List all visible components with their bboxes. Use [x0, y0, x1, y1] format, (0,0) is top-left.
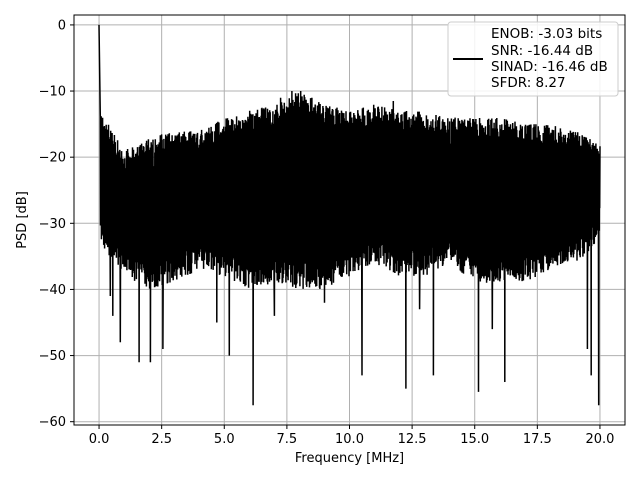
x-axis-ticks: 0.0 2.5 5.0 7.5 10.0 12.5 15.0 17.5 20.0: [89, 425, 614, 447]
y-axis-title: PSD [dB]: [15, 191, 30, 249]
legend: ENOB: -3.03 bits SNR: -16.44 dB SINAD: -…: [447, 21, 619, 97]
y-tick-label: −10: [39, 85, 66, 100]
x-tick-label: 15.0: [460, 432, 489, 447]
legend-entry-sinad: SINAD: -16.46 dB: [491, 59, 608, 75]
y-tick-label: 0: [58, 18, 66, 33]
y-tick-label: −50: [39, 349, 66, 364]
x-axis-title: Frequency [MHz]: [295, 451, 404, 466]
y-tick-label: −40: [39, 283, 66, 298]
legend-entry-sfdr: SFDR: 8.27: [491, 75, 566, 91]
x-tick-label: 12.5: [398, 432, 427, 447]
legend-entry-snr: SNR: -16.44 dB: [491, 43, 593, 59]
x-tick-label: 7.5: [277, 432, 298, 447]
psd-series-line: [98, 24, 601, 406]
x-tick-label: 10.0: [335, 432, 364, 447]
y-axis-ticks: 0 −10 −20 −30 −40 −50 −60: [39, 18, 74, 430]
y-tick-label: −30: [39, 217, 66, 232]
x-tick-label: 17.5: [523, 432, 552, 447]
y-tick-label: −60: [39, 415, 66, 430]
x-tick-label: 5.0: [214, 432, 235, 447]
x-tick-label: 20.0: [585, 432, 614, 447]
plot-area: [98, 24, 601, 406]
legend-entry-enob: ENOB: -3.03 bits: [491, 26, 602, 42]
x-tick-label: 2.5: [151, 432, 172, 447]
x-tick-label: 0.0: [89, 432, 110, 447]
legend-box: [447, 21, 619, 97]
y-tick-label: −20: [39, 151, 66, 166]
